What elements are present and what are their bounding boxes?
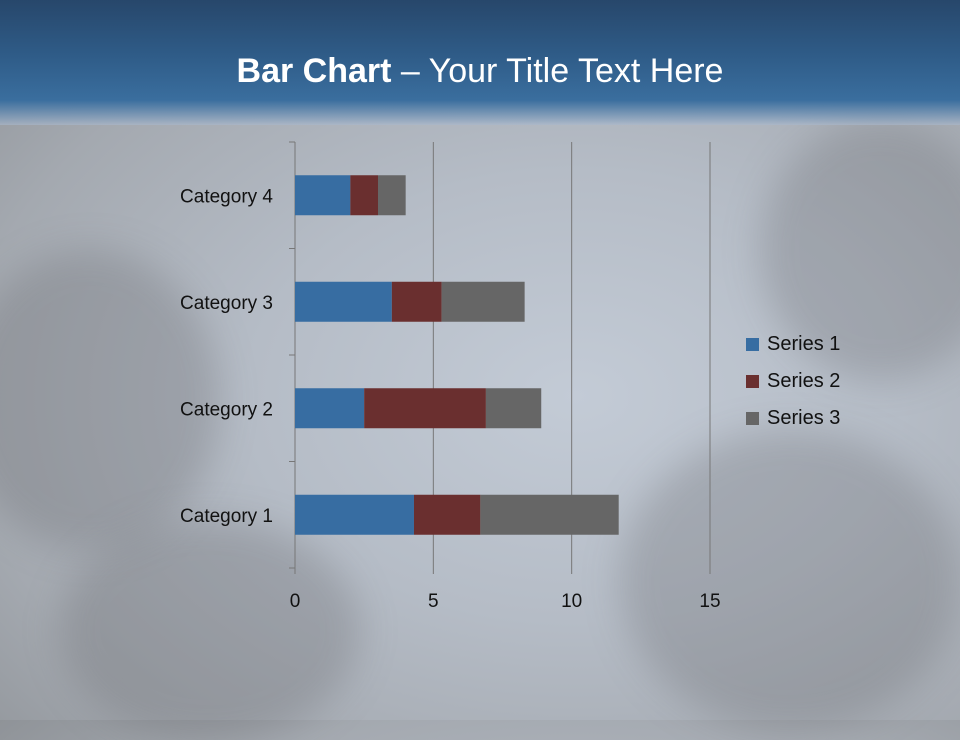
x-tick-label: 15 xyxy=(699,591,720,612)
bar-category-4-series-3 xyxy=(378,175,406,216)
legend-swatch xyxy=(746,412,759,425)
bar-category-2-series-1 xyxy=(295,388,365,429)
bar-category-4-series-1 xyxy=(295,175,351,216)
category-label: Category 1 xyxy=(180,506,273,527)
legend-label: Series 1 xyxy=(767,333,841,355)
bar-chart: 0 5 10 15 Category 1 Category 2 Category 3 Cate… xyxy=(180,141,721,612)
legend-label: Series 2 xyxy=(767,370,841,392)
category-label: Category 2 xyxy=(180,399,273,420)
x-tick-label: 0 xyxy=(290,591,301,612)
legend-swatch xyxy=(746,375,759,388)
category-label: Category 4 xyxy=(180,186,273,207)
x-tick-label: 5 xyxy=(428,591,439,612)
bar-category-3-series-2 xyxy=(391,281,442,322)
bar-category-1-series-2 xyxy=(413,494,481,535)
bar-category-4-series-2 xyxy=(350,175,378,216)
legend-item: Series 3 xyxy=(746,400,840,437)
bar-category-1-series-3 xyxy=(480,494,619,535)
legend: Series 1 Series 2 Series 3 xyxy=(746,326,840,437)
legend-swatch xyxy=(746,338,759,351)
bar-category-3-series-1 xyxy=(295,281,392,322)
legend-item: Series 2 xyxy=(746,363,840,400)
title-bar xyxy=(0,0,960,125)
slide-title: Bar Chart – Your Title Text Here xyxy=(0,52,960,91)
bar-category-1-series-1 xyxy=(295,494,414,535)
x-tick-label: 10 xyxy=(561,591,582,612)
title-bold: Bar Chart xyxy=(236,52,392,90)
bar-category-2-series-2 xyxy=(364,388,486,429)
bar-category-2-series-3 xyxy=(485,388,542,429)
bar-category-3-series-3 xyxy=(441,281,525,322)
legend-label: Series 3 xyxy=(767,407,841,429)
category-label: Category 3 xyxy=(180,293,273,314)
legend-item: Series 1 xyxy=(746,326,840,363)
title-rest: – Your Title Text Here xyxy=(391,52,724,90)
